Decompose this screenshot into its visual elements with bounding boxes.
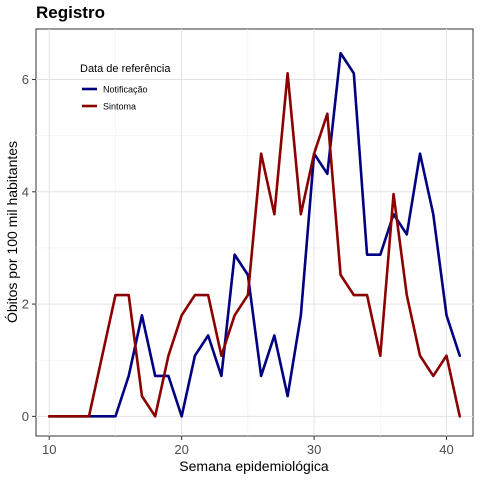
y-tick-label: 6 — [22, 72, 29, 87]
y-tick-label: 2 — [22, 297, 29, 312]
x-tick-label: 30 — [307, 442, 321, 457]
legend-label: Sintoma — [103, 102, 136, 112]
legend-title: Data de referência — [80, 63, 171, 75]
series-lines — [47, 51, 462, 418]
x-tick-label: 40 — [439, 442, 453, 457]
legend: Data de referência Notificação Sintoma — [80, 63, 171, 112]
series-line-sintoma — [47, 72, 462, 418]
x-axis-label: Semana epidemiológica — [179, 458, 329, 474]
chart-title: Registro — [36, 3, 105, 22]
grid-lines — [36, 29, 473, 436]
x-tick-label: 20 — [174, 442, 188, 457]
y-axis-label: Óbitos por 100 mil habitantes — [4, 141, 20, 323]
y-axis-ticks: 0 2 4 6 — [22, 72, 36, 424]
legend-label: Notificação — [103, 85, 148, 95]
x-axis-ticks: 10 20 30 40 — [42, 436, 454, 457]
y-tick-label: 0 — [22, 409, 29, 424]
x-tick-label: 10 — [42, 442, 56, 457]
y-tick-label: 4 — [22, 184, 29, 199]
